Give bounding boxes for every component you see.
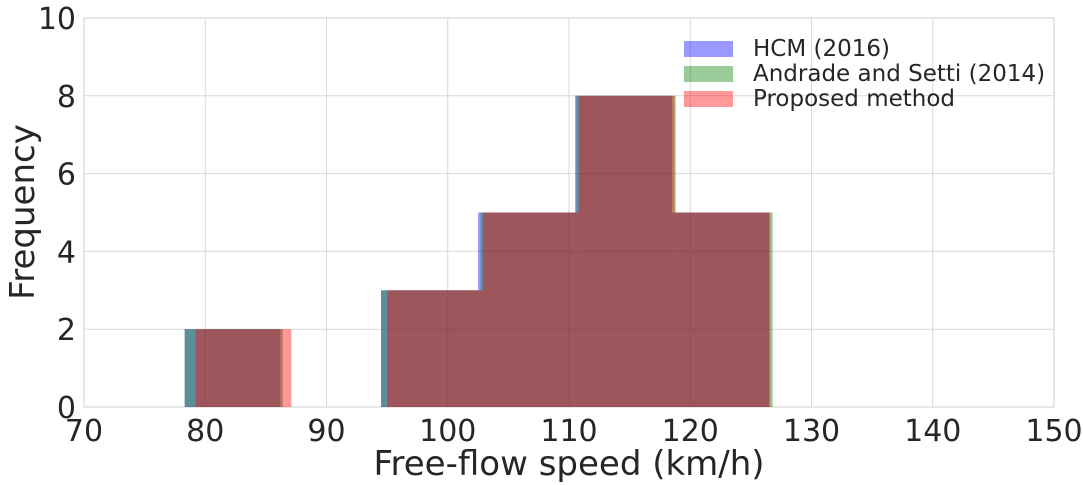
y-tick-label: 6 xyxy=(57,158,76,193)
grid-lines xyxy=(84,18,1054,407)
histogram-bar-series-3 xyxy=(195,329,292,407)
histogram-bar-series-3 xyxy=(674,212,771,407)
x-tick-label: 140 xyxy=(904,414,961,449)
y-tick-label: 0 xyxy=(57,391,76,426)
histogram-bar-series-3 xyxy=(578,95,675,408)
histogram-bar-series-1 xyxy=(575,95,673,408)
histogram-bar-series-3 xyxy=(387,290,483,407)
legend-swatch xyxy=(684,41,733,57)
x-tick-label: 130 xyxy=(783,414,840,449)
histogram-bar-series-1 xyxy=(184,329,281,407)
histogram-bar-series-2 xyxy=(184,329,283,407)
legend-swatch xyxy=(684,66,733,82)
legend-label: Andrade and Setti (2014) xyxy=(753,61,1045,87)
x-tick-label: 80 xyxy=(186,414,224,449)
x-tick-label: 90 xyxy=(307,414,345,449)
legend-label: HCM (2016) xyxy=(753,36,890,62)
histogram-bar-series-1 xyxy=(672,212,770,407)
histogram-bar-series-2 xyxy=(576,95,676,408)
x-tick-labels: 70 80 90 100 110 120 130 140 150 xyxy=(65,414,1083,449)
histogram-bar-series-2 xyxy=(480,212,577,407)
histogram-bar-series-3 xyxy=(482,212,579,407)
x-tick-label: 110 xyxy=(540,414,597,449)
y-tick-label: 8 xyxy=(57,80,76,115)
histogram-bar-series-1 xyxy=(381,290,479,407)
x-tick-label: 100 xyxy=(419,414,476,449)
x-tick-label: 70 xyxy=(65,414,103,449)
histogram-bar-series-2 xyxy=(675,212,773,407)
y-tick-label: 2 xyxy=(57,313,76,348)
y-tick-label: 10 xyxy=(38,2,76,37)
x-tick-label: 150 xyxy=(1025,414,1082,449)
histogram-bar-series-1 xyxy=(478,212,576,407)
y-axis-label: Frequency xyxy=(3,124,43,300)
y-tick-label: 4 xyxy=(57,235,76,270)
histogram-bars xyxy=(184,95,773,408)
x-tick-label: 120 xyxy=(662,414,719,449)
histogram-bar-series-2 xyxy=(381,290,481,407)
y-tick-labels: 0 2 4 6 8 10 xyxy=(38,2,76,426)
legend-swatch xyxy=(684,91,733,107)
legend: HCM (2016)Andrade and Setti (2014)Propos… xyxy=(684,36,1045,112)
x-axis-label: Free-flow speed (km/h) xyxy=(373,444,764,484)
legend-label: Proposed method xyxy=(753,86,955,112)
